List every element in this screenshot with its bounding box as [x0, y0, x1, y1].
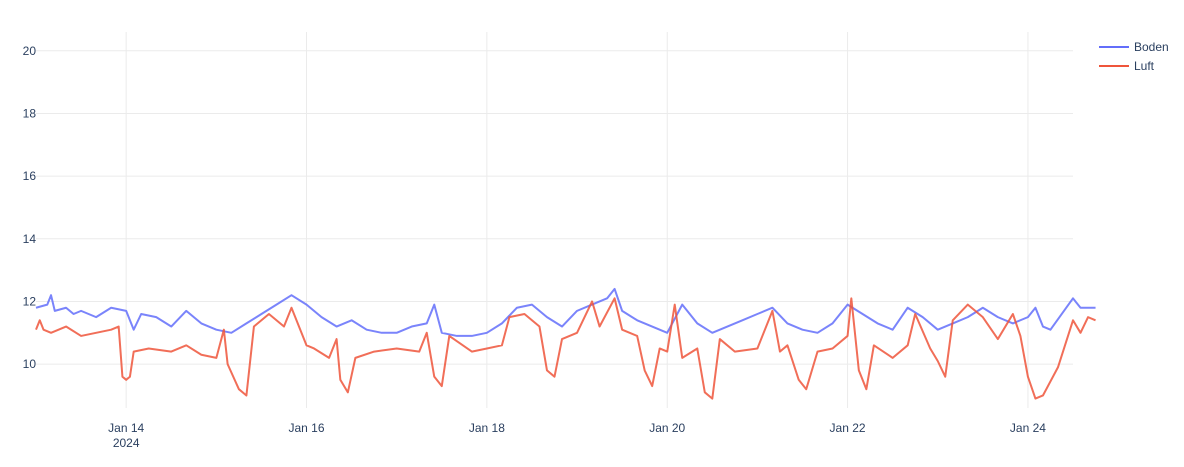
y-tick-label-10: 10: [23, 357, 37, 371]
y-tick-label-12: 12: [23, 294, 37, 308]
legend-label-luft: Luft: [1134, 59, 1155, 73]
legend-label-boden: Boden: [1134, 40, 1169, 54]
gridlines: [36, 32, 1073, 408]
y-tick-label-14: 14: [23, 232, 37, 246]
y-tick-label-16: 16: [23, 169, 37, 183]
legend[interactable]: Boden Luft: [1099, 40, 1169, 73]
legend-item-boden[interactable]: Boden: [1099, 40, 1169, 54]
series-lines: [35, 287, 1096, 400]
x-tick-sublabel-year: 2024: [113, 436, 140, 450]
series-line-luft: [35, 297, 1096, 400]
x-tick-label-4: Jan 22: [830, 421, 866, 435]
x-tick-label-2: Jan 18: [469, 421, 505, 435]
legend-item-luft[interactable]: Luft: [1099, 59, 1155, 73]
y-axis-ticks: 10 12 14 16 18 20: [23, 44, 37, 371]
x-tick-label-3: Jan 20: [649, 421, 685, 435]
y-tick-label-18: 18: [23, 106, 37, 120]
x-tick-label-1: Jan 16: [289, 421, 325, 435]
y-tick-label-20: 20: [23, 44, 37, 58]
x-axis-ticks: 2024 Jan 14 Jan 16 Jan 18 Jan 20 Jan 22 Jan 2…: [108, 421, 1046, 450]
x-tick-label-0: Jan 14: [108, 421, 144, 435]
x-tick-label-5: Jan 24: [1010, 421, 1046, 435]
series-line-boden: [35, 287, 1096, 337]
